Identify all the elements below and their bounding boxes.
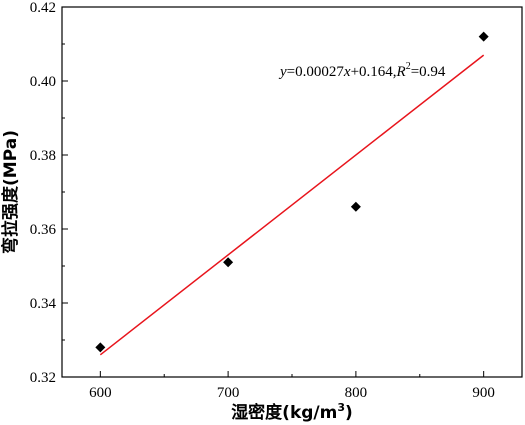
axis-tick-labels: 600 700 800 900 0.32 0.34 0.36 0.38 0.40 0.42 bbox=[30, 0, 495, 401]
x-tick-label: 900 bbox=[472, 385, 495, 401]
equation-x-var: x bbox=[343, 64, 351, 80]
y-tick-label: 0.36 bbox=[30, 222, 57, 238]
equation-r-value: =0.94 bbox=[411, 64, 446, 80]
data-point bbox=[350, 201, 361, 212]
plot-frame bbox=[61, 6, 523, 378]
equation-y-var: y bbox=[278, 64, 287, 80]
axis-ticks bbox=[62, 6, 485, 378]
y-tick-label: 0.40 bbox=[30, 74, 56, 90]
data-points bbox=[95, 31, 489, 353]
y-tick-label: 0.32 bbox=[30, 370, 56, 386]
y-tick-label: 0.38 bbox=[30, 148, 56, 164]
x-axis-title-close: ) bbox=[345, 403, 353, 423]
data-point bbox=[478, 31, 489, 42]
equation-intercept-text: +0.164, bbox=[351, 64, 397, 80]
equation-r-var: R bbox=[396, 64, 406, 80]
equation-slope-text: =0.00027 bbox=[287, 64, 345, 80]
x-tick-label: 700 bbox=[217, 385, 240, 401]
fit-equation: y=0.00027x+0.164,R2=0.94 bbox=[278, 61, 446, 80]
x-tick-label: 600 bbox=[89, 385, 112, 401]
x-axis-title-main: 湿密度(kg/m bbox=[231, 402, 337, 423]
y-axis-title: 弯拉强度(MPa) bbox=[0, 130, 21, 254]
y-tick-label: 0.42 bbox=[30, 0, 56, 16]
x-tick-label: 800 bbox=[345, 385, 368, 401]
x-axis-title-superscript: 3 bbox=[337, 401, 345, 414]
data-point bbox=[223, 257, 234, 268]
x-axis-title: 湿密度(kg/m3) bbox=[231, 401, 353, 423]
fit-line bbox=[99, 54, 485, 356]
equation-r-superscript: 2 bbox=[406, 61, 411, 72]
y-tick-label: 0.34 bbox=[30, 296, 57, 312]
data-point bbox=[95, 342, 106, 353]
